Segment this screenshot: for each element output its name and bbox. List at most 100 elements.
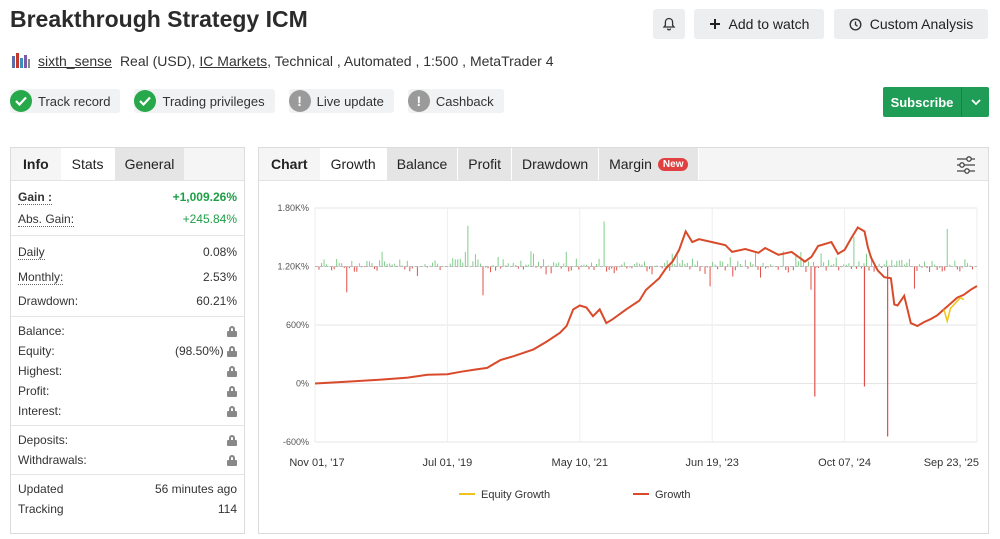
lock-icon: [227, 434, 237, 446]
x-tick-label: Nov 01, '17: [289, 457, 344, 469]
growth-line: [314, 226, 978, 385]
badge-label: Live update: [316, 93, 384, 109]
tab-general[interactable]: General: [114, 148, 185, 180]
stat-abs-gain: Abs. Gain: +245.84%: [11, 207, 244, 231]
badge-label: Cashback: [435, 93, 494, 109]
add-to-watch-label: Add to watch: [728, 16, 810, 32]
tab-drawdown[interactable]: Drawdown: [511, 148, 600, 180]
stat-withdrawals: Withdrawals:: [11, 450, 244, 470]
account-details: , Technical , Automated , 1:500 , MetaTr…: [267, 53, 554, 69]
stat-monthly: Monthly: 2.53%: [11, 264, 244, 290]
badge-trading-privileges[interactable]: Trading privileges: [134, 89, 275, 113]
stat-label: Profit:: [18, 384, 50, 398]
x-tick-label: Jul 01, '19: [422, 457, 472, 469]
add-to-watch-button[interactable]: Add to watch: [694, 9, 824, 39]
stat-value: +1,009.26%: [172, 190, 237, 204]
stat-drawdown: Drawdown: 60.21%: [11, 290, 244, 312]
stat-value: 60.21%: [196, 294, 237, 308]
stat-gain: Gain : +1,009.26%: [11, 187, 244, 207]
stat-interest: Interest:: [11, 401, 244, 421]
growth-chart[interactable]: 1.80K% 1.20K% 600% 0% -600% Nov 01, '17 Jul 01…: [259, 182, 988, 532]
badge-label: Track record: [38, 93, 111, 109]
bell-icon: [662, 17, 676, 31]
stat-label: Drawdown:: [18, 294, 79, 308]
stat-value: (98.50%): [174, 344, 224, 358]
stat-label[interactable]: Gain :: [18, 189, 53, 205]
lock-icon: [227, 454, 237, 466]
chart-tabs: Chart Growth Balance Profit Drawdown Mar…: [259, 148, 988, 181]
stat-equity: Equity: (98.50%): [11, 341, 244, 361]
y-tick-label: -600%: [283, 437, 309, 447]
subscribe-label: Subscribe: [890, 94, 954, 110]
y-tick-label: 1.20K%: [277, 262, 309, 272]
stat-updated: Updated 56 minutes ago: [11, 479, 244, 499]
badge-cashback[interactable]: ! Cashback: [407, 89, 504, 113]
tab-margin[interactable]: Margin New: [599, 148, 700, 180]
badge-live-update[interactable]: ! Live update: [288, 89, 394, 113]
lock-icon: [227, 346, 237, 358]
tab-stats[interactable]: Stats: [61, 148, 115, 180]
plus-icon: [709, 18, 721, 30]
notification-bell-button[interactable]: [653, 9, 685, 39]
page-title: Breakthrough Strategy ICM: [10, 6, 308, 32]
stat-deposits: Deposits:: [11, 430, 244, 450]
stat-value: 114: [217, 502, 237, 516]
tab-balance[interactable]: Balance: [386, 148, 459, 180]
stat-tracking: Tracking 114: [11, 499, 244, 519]
y-tick-label: 0%: [296, 379, 309, 389]
tab-margin-label: Margin: [609, 156, 652, 172]
divider: [11, 316, 244, 317]
new-badge: New: [657, 157, 689, 171]
stats-tabs: Info Stats General: [11, 148, 244, 181]
stat-daily: Daily 0.08%: [11, 240, 244, 264]
divider: [11, 235, 244, 236]
chart-settings-icon[interactable]: [956, 156, 976, 177]
check-icon: [134, 90, 157, 112]
account-meta: sixth_sense Real (USD), IC Markets , Tec…: [10, 50, 553, 72]
username-link[interactable]: sixth_sense: [38, 53, 112, 69]
stat-label: Withdrawals:: [18, 453, 87, 467]
tab-info[interactable]: Info: [11, 148, 62, 180]
stat-label: Balance:: [18, 324, 65, 338]
tab-profit[interactable]: Profit: [458, 148, 512, 180]
divider: [11, 474, 244, 475]
stat-label: Interest:: [18, 404, 62, 418]
stat-value: 2.53%: [202, 270, 237, 284]
x-tick-label: Jun 19, '23: [685, 457, 738, 469]
broker-link[interactable]: IC Markets: [199, 53, 268, 69]
avatar: [12, 53, 30, 68]
stat-label[interactable]: Daily: [18, 244, 45, 260]
exclamation-icon: !: [288, 90, 311, 112]
tab-chart[interactable]: Chart: [259, 148, 321, 180]
subscribe-button[interactable]: Subscribe: [883, 87, 989, 117]
stat-profit: Profit:: [11, 381, 244, 401]
stat-label[interactable]: Abs. Gain:: [18, 211, 75, 227]
x-tick-label: Sep 23, '25: [924, 457, 979, 469]
stat-label[interactable]: Monthly:: [18, 269, 64, 285]
stat-label: Highest:: [18, 364, 63, 378]
stat-label: Tracking: [18, 502, 64, 516]
y-tick-label: 1.80K%: [277, 203, 309, 213]
tab-growth[interactable]: Growth: [320, 148, 387, 180]
stat-value: 56 minutes ago: [154, 482, 237, 496]
lock-icon: [227, 405, 237, 417]
stat-highest: Highest:: [11, 361, 244, 381]
lock-icon: [227, 325, 237, 337]
chart-panel: Chart Growth Balance Profit Drawdown Mar…: [258, 147, 989, 534]
verification-badges: Track record Trading privileges ! Live u…: [10, 89, 518, 113]
badge-label: Trading privileges: [162, 93, 265, 109]
check-icon: [10, 90, 32, 112]
stat-balance: Balance:: [11, 321, 244, 341]
custom-analysis-button[interactable]: Custom Analysis: [834, 9, 988, 39]
equity-growth-line: [943, 296, 965, 324]
exclamation-icon: !: [407, 90, 430, 112]
stats-panel: Info Stats General Gain : +1,009.26% Abs…: [10, 147, 245, 534]
stat-label: Deposits:: [18, 433, 69, 447]
badge-track-record[interactable]: Track record: [10, 89, 121, 113]
lock-icon: [227, 365, 237, 377]
chevron-down-icon[interactable]: [961, 87, 989, 117]
stat-label: Equity:: [18, 344, 55, 358]
legend-label-growth: Growth: [655, 489, 690, 501]
y-tick-label: 600%: [286, 320, 309, 330]
lock-icon: [227, 385, 237, 397]
